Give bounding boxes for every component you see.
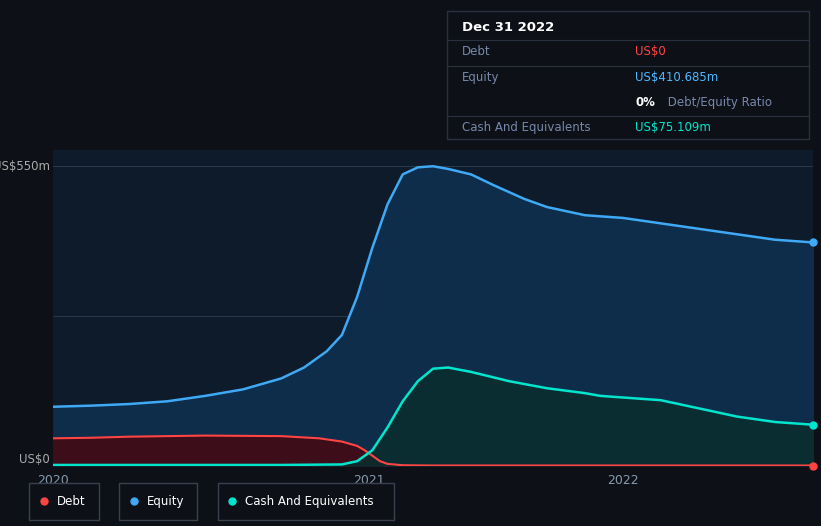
- Text: Debt: Debt: [462, 45, 490, 58]
- Text: US$550m: US$550m: [0, 160, 49, 173]
- Bar: [119, 483, 197, 520]
- Bar: [218, 483, 394, 520]
- Text: Cash And Equivalents: Cash And Equivalents: [245, 494, 374, 508]
- Text: Debt/Equity Ratio: Debt/Equity Ratio: [664, 96, 773, 108]
- Text: Equity: Equity: [462, 71, 499, 84]
- Text: US$75.109m: US$75.109m: [635, 122, 711, 134]
- Text: US$0: US$0: [635, 45, 666, 58]
- Text: Equity: Equity: [147, 494, 185, 508]
- Text: Debt: Debt: [57, 494, 85, 508]
- Bar: [29, 483, 99, 520]
- Text: 0%: 0%: [635, 96, 655, 108]
- Text: US$410.685m: US$410.685m: [635, 71, 718, 84]
- Text: Cash And Equivalents: Cash And Equivalents: [462, 122, 590, 134]
- Text: US$0: US$0: [19, 452, 49, 466]
- Text: Dec 31 2022: Dec 31 2022: [462, 21, 554, 34]
